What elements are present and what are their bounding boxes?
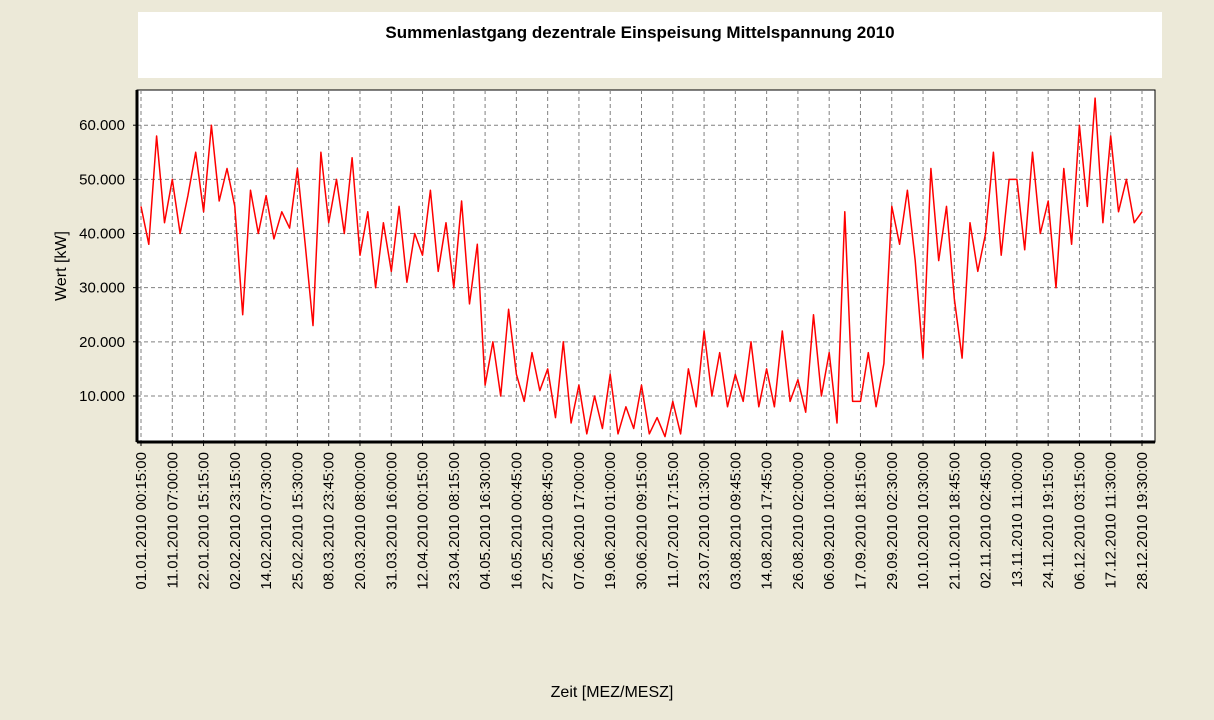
x-tick-label: 27.05.2010 08:45:00 — [540, 452, 557, 590]
x-tick-label: 30.06.2010 09:15:00 — [634, 452, 651, 590]
x-tick-label: 28.12.2010 19:30:00 — [1134, 452, 1151, 590]
x-tick-label: 17.09.2010 18:15:00 — [852, 452, 869, 590]
y-tick-label: 50.000 — [79, 171, 125, 188]
x-tick-label: 04.05.2010 16:30:00 — [477, 452, 494, 590]
x-tick-label: 02.11.2010 02:45:00 — [978, 452, 995, 589]
x-tick-label: 14.02.2010 07:30:00 — [258, 452, 275, 590]
y-tick-label: 20.000 — [79, 334, 125, 351]
x-tick-label: 12.04.2010 00:15:00 — [415, 452, 432, 590]
x-tick-label: 25.02.2010 15:30:00 — [289, 452, 306, 590]
x-tick-label: 29.09.2010 02:30:00 — [884, 452, 901, 590]
x-tick-label: 13.11.2010 11:00:00 — [1009, 452, 1026, 587]
x-tick-label: 17.12.2010 11:30:00 — [1103, 452, 1120, 589]
x-tick-label: 22.01.2010 15:15:00 — [196, 452, 213, 590]
x-tick-label: 07.06.2010 17:00:00 — [571, 452, 588, 590]
y-tick-label: 40.000 — [79, 226, 125, 243]
y-tick-label: 60.000 — [79, 117, 125, 134]
y-tick-label: 30.000 — [79, 280, 125, 297]
y-tick-label: 10.000 — [79, 388, 125, 405]
data-line — [140, 97, 1143, 438]
x-tick-label: 14.08.2010 17:45:00 — [759, 452, 776, 590]
x-tick-label: 31.03.2010 16:00:00 — [383, 452, 400, 590]
x-tick-label: 26.08.2010 02:00:00 — [790, 452, 807, 590]
x-tick-label: 20.03.2010 08:00:00 — [352, 452, 369, 590]
x-tick-label: 24.11.2010 19:15:00 — [1040, 452, 1057, 589]
plot-area — [136, 89, 1156, 443]
x-tick-label: 23.04.2010 08:15:00 — [446, 452, 463, 590]
x-tick-label: 21.10.2010 18:45:00 — [946, 452, 963, 590]
x-tick-label: 06.09.2010 10:00:00 — [821, 452, 838, 590]
x-tick-label: 11.01.2010 07:00:00 — [164, 452, 181, 589]
x-tick-label: 03.08.2010 09:45:00 — [727, 452, 744, 590]
x-axis-label: Zeit [MEZ/MESZ] — [551, 684, 674, 701]
title-box — [138, 12, 1162, 78]
x-tick-label: 11.07.2010 17:15:00 — [665, 452, 682, 589]
x-tick-label: 16.05.2010 00:45:00 — [508, 452, 525, 590]
x-tick-label: 02.02.2010 23:15:00 — [227, 452, 244, 590]
y-axis-label: Wert [kW] — [53, 231, 70, 301]
x-tick-label: 08.03.2010 23:45:00 — [321, 452, 338, 590]
x-tick-label: 23.07.2010 01:30:00 — [696, 452, 713, 590]
chart-title: Summenlastgang dezentrale Einspeisung Mi… — [385, 23, 894, 42]
x-tick-label: 19.06.2010 01:00:00 — [602, 452, 619, 590]
x-tick-label: 10.10.2010 10:30:00 — [915, 452, 932, 590]
x-tick-label: 06.12.2010 03:15:00 — [1071, 452, 1088, 590]
x-tick-label: 01.01.2010 00:15:00 — [133, 452, 150, 590]
